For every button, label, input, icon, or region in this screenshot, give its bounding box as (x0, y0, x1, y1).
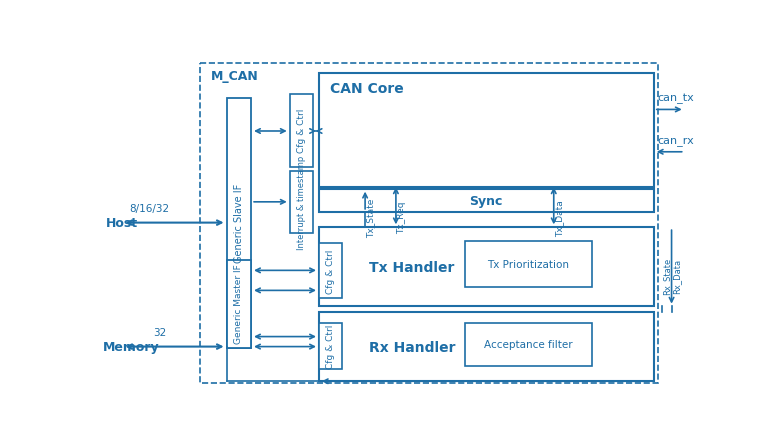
Text: Acceptance filter: Acceptance filter (484, 339, 573, 350)
Text: Tx_Data: Tx_Data (555, 199, 564, 236)
Bar (289, 172, 313, 233)
Text: Tx_Req: Tx_Req (398, 201, 406, 234)
Text: can_tx: can_tx (658, 94, 694, 104)
Bar (319, 323, 342, 369)
Text: Tx Handler: Tx Handler (369, 260, 454, 274)
Text: Rx_State: Rx_State (662, 257, 672, 294)
Bar (226, 99, 251, 348)
Text: Generic Slave IF: Generic Slave IF (234, 184, 244, 263)
Text: M_CAN: M_CAN (211, 70, 259, 82)
Text: Memory: Memory (103, 340, 160, 353)
Bar (465, 324, 592, 366)
Text: Host: Host (105, 217, 138, 230)
Text: Cfg & Ctrl: Cfg & Ctrl (326, 324, 335, 368)
Bar (319, 312, 654, 381)
Text: Generic Master IF: Generic Master IF (234, 264, 243, 343)
Text: Tx_State: Tx_State (367, 198, 376, 237)
Text: Cfg & Ctrl: Cfg & Ctrl (296, 109, 306, 153)
Text: Cfg & Ctrl: Cfg & Ctrl (326, 249, 335, 293)
Text: 8/16/32: 8/16/32 (129, 204, 169, 214)
Text: Sync: Sync (470, 194, 502, 207)
Text: Tx Prioritization: Tx Prioritization (488, 260, 569, 269)
Text: can_rx: can_rx (658, 136, 694, 146)
Bar (465, 241, 592, 288)
Text: CAN Core: CAN Core (331, 82, 404, 96)
Text: 32: 32 (153, 328, 166, 338)
Bar (200, 64, 658, 383)
Text: Interrupt & timestamp: Interrupt & timestamp (296, 155, 306, 249)
Bar (319, 243, 342, 298)
Bar (289, 95, 313, 168)
Text: Rx Handler: Rx Handler (369, 340, 456, 354)
Bar (319, 189, 654, 212)
Bar (319, 228, 654, 306)
Bar (226, 260, 251, 348)
Text: Rx_Data: Rx_Data (672, 258, 682, 293)
Bar (319, 74, 654, 188)
